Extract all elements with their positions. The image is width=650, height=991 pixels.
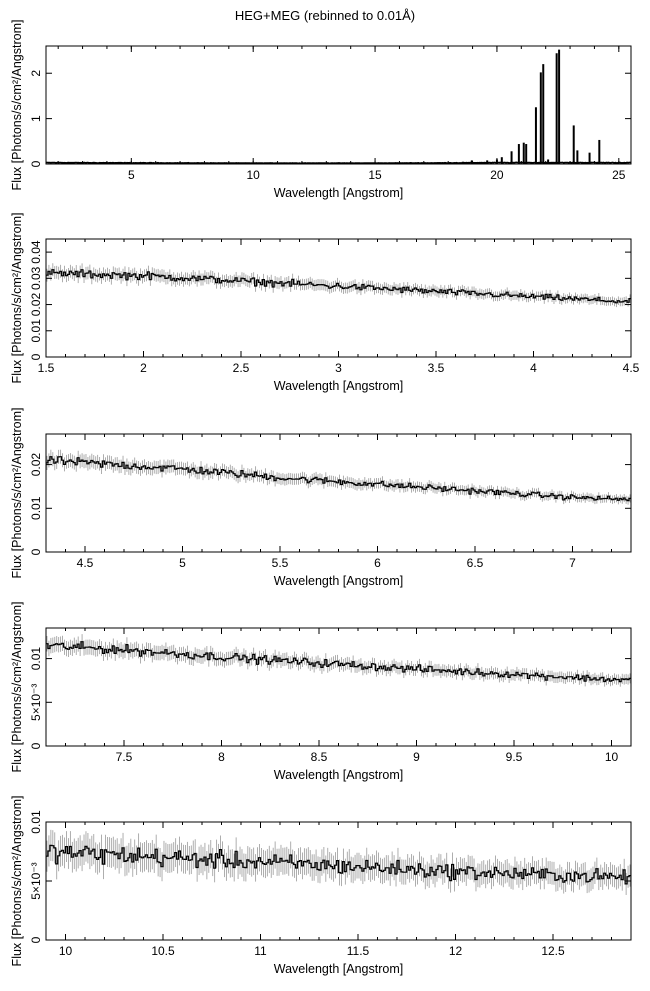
data-area	[46, 449, 631, 505]
x-tick-label: 10.5	[151, 944, 175, 958]
y-tick-label: 0.01	[29, 319, 43, 343]
x-axis-label: Wavelength [Angstrom]	[274, 768, 403, 782]
x-tick-label: 5	[179, 556, 186, 570]
x-tick-label: 2.5	[233, 361, 250, 375]
data-area	[46, 263, 631, 308]
y-tick-label: 0.01	[29, 647, 43, 671]
plot-frame	[45, 45, 632, 165]
x-tick-label: 3.5	[428, 361, 445, 375]
data-area	[46, 634, 631, 687]
plot-frame	[45, 821, 632, 941]
x-tick-label: 7.5	[116, 750, 133, 764]
panel-1: 5 10 15 20 25 0 1 2 Wavelength [Angstrom] Flux [P…	[10, 20, 632, 200]
plot-frame	[45, 433, 632, 553]
x-tick-label: 11	[254, 944, 267, 958]
x-tick-label: 4.5	[623, 361, 640, 375]
y-tick-label: 1	[29, 115, 43, 122]
spectrum-step-line	[46, 456, 631, 502]
y-tick-label: 0	[29, 936, 43, 943]
x-tick-label: 10	[605, 750, 619, 764]
x-tick-label: 20	[490, 168, 504, 182]
y-axis-label: Flux [Photons/s/cm²/Angstrom]	[10, 408, 24, 579]
x-tick-label: 9.5	[506, 750, 523, 764]
x-tick-label: 5.5	[272, 556, 289, 570]
y-tick-label: 0.02	[29, 293, 43, 317]
data-area	[46, 829, 631, 895]
x-tick-label: 11.5	[347, 944, 370, 958]
y-axis-label: Flux [Photons/s/cm²/Angstrom]	[10, 213, 24, 384]
plot-frame	[45, 627, 632, 747]
y-tick-label: 0.04	[29, 240, 43, 264]
x-tick-label: 6.5	[467, 556, 484, 570]
y-tick-label: 5×10⁻³	[29, 684, 43, 721]
x-axis-label: Wavelength [Angstrom]	[274, 186, 403, 200]
y-tick-label: 0	[29, 548, 43, 555]
spectrum-step-line	[46, 269, 631, 304]
spectrum-step-line	[46, 641, 631, 683]
chart-title: HEG+MEG (rebinned to 0.01Å)	[234, 8, 416, 23]
x-tick-label: 12	[449, 944, 463, 958]
x-tick-label: 12.5	[541, 944, 565, 958]
x-tick-label: 4.5	[77, 556, 94, 570]
spectrum-step-line	[46, 844, 631, 885]
y-axis-label: Flux [Photons/s/cm²/Angstrom]	[10, 796, 24, 967]
y-tick-label: 0	[29, 742, 43, 749]
x-tick-label: 3	[335, 361, 342, 375]
y-tick-label: 0.03	[29, 266, 43, 290]
x-axis-label: Wavelength [Angstrom]	[274, 574, 403, 588]
x-tick-label: 25	[612, 168, 626, 182]
y-tick-label: 0.01	[29, 810, 43, 834]
x-tick-label: 4	[530, 361, 537, 375]
x-tick-label: 1.5	[38, 361, 55, 375]
continuum-line	[46, 161, 631, 164]
y-tick-label: 0.02	[29, 453, 43, 477]
panel-2: 1.5 2 2.5 3 3.5 4 4.5 0 0.01 0.02 0.03 0.04 Waveleng…	[10, 213, 640, 393]
x-tick-label: 5	[128, 168, 135, 182]
y-axis-label: Flux [Photons/s/cm²/Angstrom]	[10, 20, 24, 191]
y-tick-label: 5×10⁻³	[29, 862, 43, 899]
x-tick-label: 8	[218, 750, 225, 764]
panel-5: 10 10.5 11 11.5 12 12.5 0 5×10⁻³ 0.01 Wavelength …	[10, 796, 632, 976]
y-axis-label: Flux [Photons/s/cm²/Angstrom]	[10, 602, 24, 773]
panel-4: 7.5 8 8.5 9 9.5 10 0 5×10⁻³ 0.01 Wavelength [Angs…	[10, 602, 632, 782]
x-tick-label: 6	[374, 556, 381, 570]
x-axis-label: Wavelength [Angstrom]	[274, 379, 403, 393]
y-tick-label: 2	[29, 70, 43, 77]
y-tick-label: 0	[29, 160, 43, 167]
data-area	[46, 49, 631, 164]
x-tick-label: 2	[140, 361, 147, 375]
x-tick-label: 8.5	[311, 750, 328, 764]
x-tick-label: 10	[59, 944, 73, 958]
x-tick-label: 10	[247, 168, 261, 182]
x-tick-label: 15	[368, 168, 382, 182]
y-tick-label: 0	[29, 353, 43, 360]
x-tick-label: 7	[569, 556, 576, 570]
panel-3: 4.5 5 5.5 6 6.5 7 0 0.01 0.02 Wavelength [Angstro…	[10, 408, 632, 588]
x-axis-label: Wavelength [Angstrom]	[274, 962, 403, 976]
x-tick-label: 9	[413, 750, 420, 764]
y-tick-label: 0.01	[29, 496, 43, 520]
